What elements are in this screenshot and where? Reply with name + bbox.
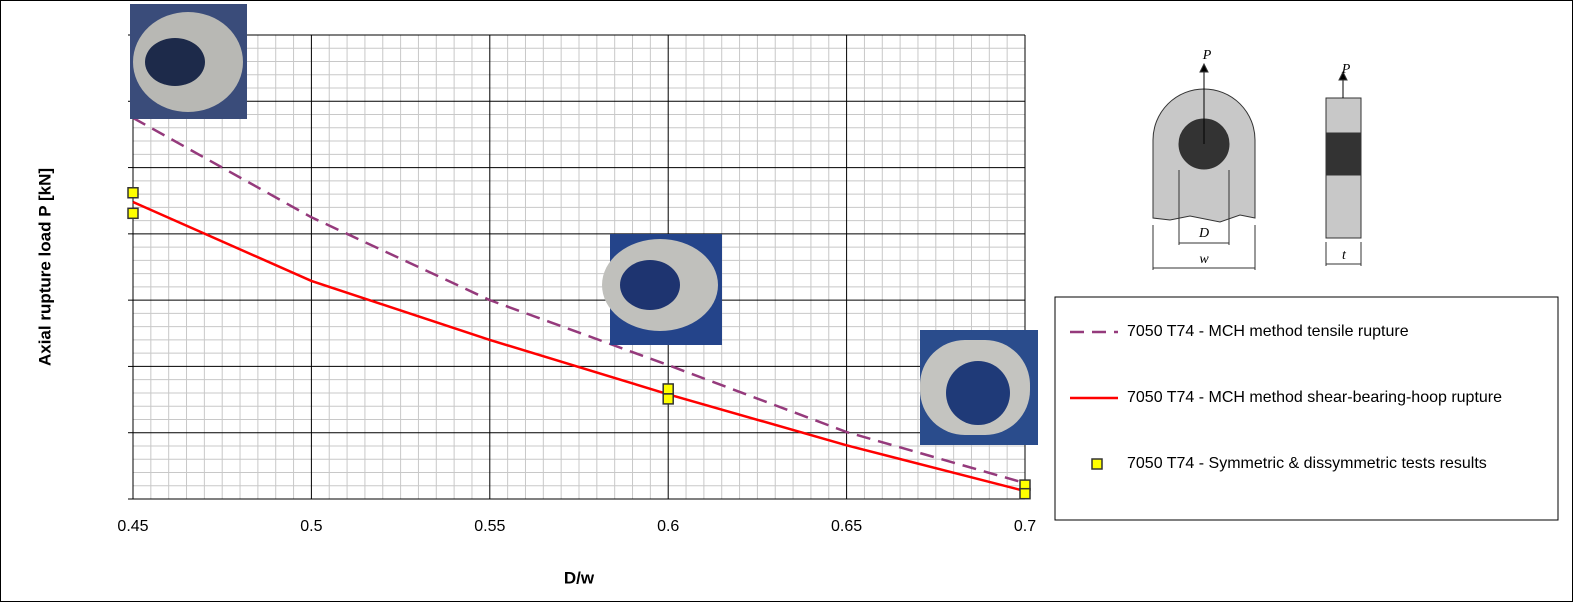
x-tick-label: 0.6	[657, 518, 679, 535]
data-point	[1019, 487, 1031, 500]
legend-label: 7050 T74 - MCH method tensile rupture	[1127, 323, 1409, 340]
legend-marker	[1091, 458, 1103, 470]
photo	[602, 234, 722, 345]
diagram-label: D	[1198, 226, 1209, 241]
x-axis-title: D/w	[564, 568, 595, 587]
data-point	[127, 187, 139, 199]
photo	[130, 4, 247, 119]
data-point	[662, 383, 674, 395]
diagram-label: t	[1342, 248, 1347, 263]
x-tick-label: 0.45	[117, 518, 148, 535]
diagram-label: w	[1199, 252, 1209, 267]
y-axis-title: Axial rupture load P [kN]	[35, 168, 54, 366]
data-line	[132, 116, 1026, 485]
x-tick-label: 0.55	[474, 518, 505, 535]
data-line	[132, 200, 1026, 493]
legend-label: 7050 T74 - Symmetric & dissymmetric test…	[1127, 455, 1487, 472]
photo	[920, 330, 1038, 445]
x-tick-label: 0.5	[300, 518, 322, 535]
data-point	[127, 207, 139, 220]
legend-box	[1054, 296, 1559, 521]
legend-label: 7050 T74 - MCH method shear-bearing-hoop…	[1127, 389, 1502, 406]
x-tick-label: 0.7	[1014, 518, 1036, 535]
x-tick-label: 0.65	[831, 518, 862, 535]
joint-diagram	[1152, 62, 1362, 270]
data-point	[662, 393, 674, 405]
diagram-label: P	[1341, 62, 1351, 77]
diagram-label: P	[1202, 48, 1212, 63]
